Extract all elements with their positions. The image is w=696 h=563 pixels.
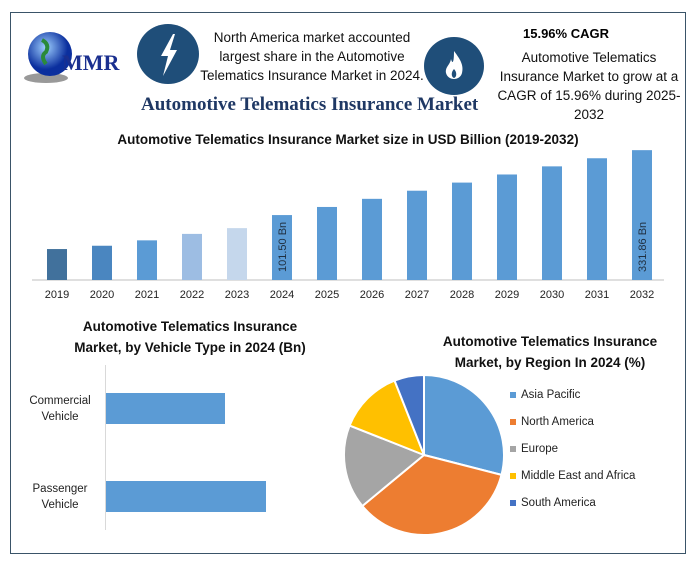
legend-label: Europe [521,443,559,455]
x-tick-label: 2026 [360,289,384,301]
x-tick-label: 2028 [450,289,474,301]
hbar-label: Commercial Vehicle [29,395,91,423]
x-tick-label: 2032 [630,289,654,301]
legend-item: Asia Pacific [510,389,580,401]
bar-2024 [272,215,292,280]
bar-2032 [632,150,652,280]
pie-slice-2 [343,424,426,508]
legend-label: North America [521,416,594,428]
legend-label: Middle East and Africa [521,470,636,482]
legend-item: North America [510,416,594,428]
hbar-axis [105,365,106,530]
logo-text: MMR [62,50,120,75]
bar-2029 [497,174,517,280]
vehicle-chart-title: Automotive Telematics Insurance Market, … [74,319,306,355]
flame-icon [424,37,484,95]
legend-swatch [510,391,516,398]
market-size-bar-chart: 2019 2020 2021 2022 2023 2024 101.50 Bn 2025 202… [32,150,664,301]
x-tick-label: 2021 [135,289,159,301]
cagr-title: 15.96% CAGR [523,26,609,41]
x-tick-label: 2025 [315,289,339,301]
pie-slice-1 [360,453,503,536]
legend-item: Middle East and Africa [510,470,635,482]
x-tick-label: 2029 [495,289,519,301]
data-label-2032: 331.86 Bn [637,222,649,272]
highlight-text: North America market accounted largest s… [200,30,424,83]
legend-swatch [510,445,516,452]
pie-slice-4 [393,373,425,456]
bar-2019 [47,249,67,280]
bar-2026 [362,198,382,280]
bar-2027 [407,190,427,280]
legend-label: Asia Pacific [521,389,581,401]
x-tick-label: 2027 [405,289,429,301]
data-label-2024: 101.50 Bn [277,222,289,272]
pie-slice-0 [423,373,505,477]
lightning-icon [137,24,199,84]
bar-2020 [92,245,112,280]
region-pie-chart [343,373,505,536]
bar-chart-title: Automotive Telematics Insurance Market s… [117,132,579,147]
cagr-text: Automotive Telematics Insurance Market t… [497,50,681,122]
x-tick-label: 2024 [270,289,294,301]
bar-2028 [452,182,472,280]
mmr-logo: MMR [22,28,132,88]
bar-2025 [317,206,337,280]
x-tick-label: 2023 [225,289,249,301]
legend-label: South America [521,497,596,509]
legend-swatch [510,418,516,425]
globe-icon [24,32,72,83]
legend-item: Europe [510,443,558,455]
frame-border [10,12,686,554]
hbar-label: Passenger Vehicle [32,483,88,511]
x-tick-label: 2031 [585,289,609,301]
hbar-1 [106,481,267,512]
legend-swatch [510,499,516,506]
bar-2022 [182,233,202,280]
x-tick-label: 2022 [180,289,204,301]
x-tick-label: 2019 [45,289,69,301]
bar-2023 [227,228,247,280]
hbar-0 [106,393,225,424]
bar-2021 [137,240,157,280]
bar-2030 [542,166,562,280]
x-tick-label: 2020 [90,289,114,301]
pie-slice-3 [348,379,426,457]
bar-2031 [587,158,607,280]
legend-swatch [510,472,516,479]
pie-chart-title: Automotive Telematics Insurance Market, … [442,334,658,370]
legend-item: South America [510,497,596,509]
x-tick-label: 2030 [540,289,564,301]
main-title: Automotive Telematics Insurance Market [141,94,479,115]
